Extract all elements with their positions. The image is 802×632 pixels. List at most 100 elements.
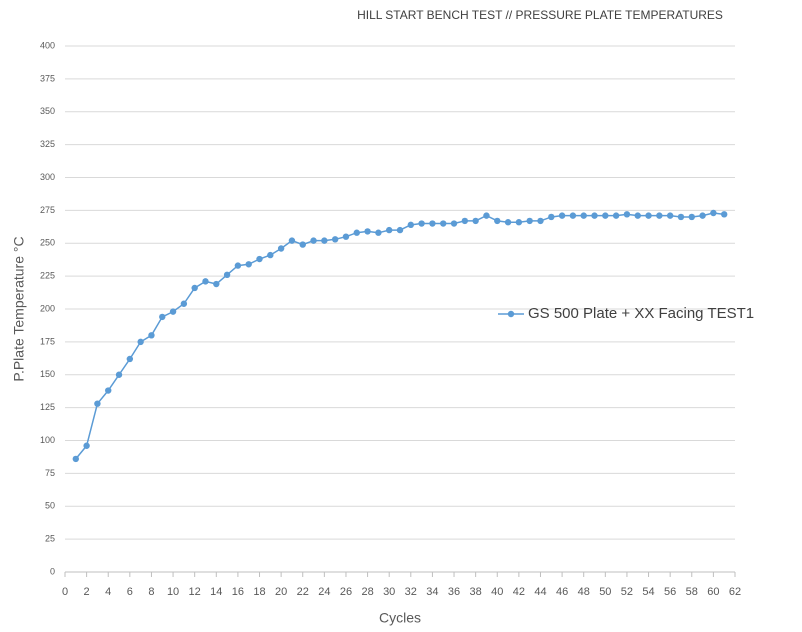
series-line [75,212,725,460]
y-tick-label: 175 [40,336,55,346]
x-tick-label: 36 [448,586,460,598]
data-point [450,220,458,227]
data-point [634,212,641,219]
data-point [159,313,166,321]
data-point [504,219,512,226]
y-tick-label: 0 [50,566,55,576]
data-point [645,212,652,219]
data-point [407,221,415,229]
x-tick-label: 48 [578,586,590,598]
x-tick-label: 52 [621,586,633,598]
chart-title: HILL START BENCH TEST // PRESSURE PLATE … [357,8,723,22]
data-point [602,212,609,219]
x-tick-label: 4 [105,586,111,598]
x-tick-label: 38 [470,586,482,598]
x-tick-label: 12 [189,586,201,598]
data-point [375,229,382,236]
data-point [256,255,263,263]
data-point [591,212,598,219]
x-tick-label: 6 [127,586,133,598]
x-tick-label: 30 [383,586,395,598]
x-tick-label: 34 [426,586,438,598]
data-point [612,212,620,219]
data-point [299,241,306,248]
data-point [288,237,296,244]
x-tick-label: 40 [491,586,503,598]
y-tick-label: 75 [45,468,55,478]
data-point [94,400,101,407]
x-tick-label: 10 [167,586,179,598]
data-point [429,220,436,227]
data-point [191,284,198,292]
data-point [580,212,587,219]
legend-label: GS 500 Plate + XX Facing TEST1 [528,305,754,322]
y-tick-label: 150 [40,369,55,379]
data-point [385,226,393,234]
data-point [202,278,209,285]
y-tick-label: 300 [40,172,55,182]
data-point [656,212,663,219]
y-tick-label: 250 [40,238,55,248]
data-point [83,442,90,449]
data-point [223,271,231,279]
data-point [396,226,404,234]
data-point [526,217,533,225]
x-axis-label: Cycles [379,610,421,626]
data-point [623,211,631,218]
x-tick-label: 60 [707,586,719,598]
data-point [666,212,674,219]
data-point [569,212,577,219]
y-tick-label: 100 [40,435,55,445]
data-point [494,217,501,225]
data-point [353,229,360,236]
x-tick-label: 54 [642,586,654,598]
x-tick-label: 20 [275,586,287,598]
x-tick-label: 28 [361,586,373,598]
x-tick-label: 24 [318,586,330,598]
data-point [364,228,371,235]
data-point [710,209,717,217]
data-point [267,251,274,259]
data-point [180,300,188,307]
data-point [342,233,350,240]
y-tick-label: 125 [40,402,55,412]
x-tick-label: 16 [232,586,244,598]
data-point [548,213,555,221]
data-point [148,332,155,339]
data-point [688,213,695,221]
y-tick-label: 400 [40,40,55,50]
x-tick-label: 44 [534,586,546,598]
y-tick-label: 225 [40,271,55,281]
data-point [331,236,339,243]
y-axis-label: P.Plate Temperature °C [11,236,27,381]
y-tick-label: 275 [40,205,55,215]
y-tick-label: 350 [40,106,55,116]
data-point [699,212,706,219]
y-tick-label: 25 [45,534,55,544]
x-tick-label: 32 [405,586,417,598]
y-tick-label: 50 [45,501,55,511]
data-point [310,237,317,244]
x-tick-label: 14 [210,586,222,598]
data-point [72,455,80,463]
y-tick-label: 375 [40,73,55,83]
data-point [169,308,177,315]
x-tick-label: 26 [340,586,352,598]
data-point [677,213,685,221]
x-tick-label: 18 [253,586,265,598]
data-point [213,280,220,288]
x-tick-label: 8 [148,586,154,598]
x-tick-label: 0 [62,586,68,598]
x-tick-label: 22 [297,586,309,598]
data-point [126,355,134,363]
x-tick-label: 62 [729,586,741,598]
x-tick-label: 42 [513,586,525,598]
data-point [461,217,469,225]
legend-marker [507,310,515,318]
x-tick-label: 56 [664,586,676,598]
data-point [234,262,242,269]
data-point [277,245,285,252]
data-point [245,261,252,268]
data-point [558,212,566,219]
